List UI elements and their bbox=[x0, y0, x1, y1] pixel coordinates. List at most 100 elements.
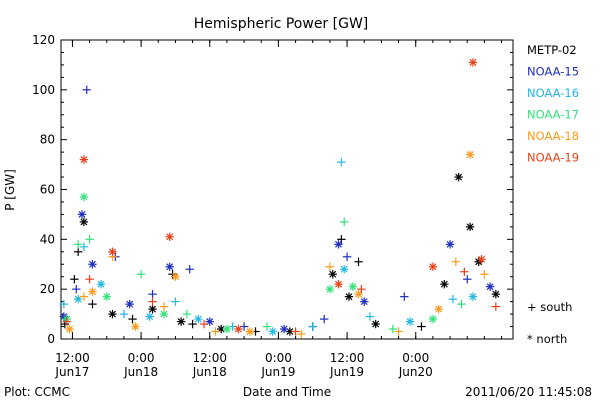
south-point bbox=[262, 322, 272, 331]
north-point bbox=[145, 312, 154, 321]
y-tick-label: 100 bbox=[32, 83, 55, 97]
y-tick-label: 80 bbox=[40, 133, 55, 147]
south-point bbox=[491, 302, 501, 311]
north-point bbox=[131, 322, 140, 331]
south-point bbox=[457, 299, 466, 309]
south-point bbox=[85, 235, 94, 244]
north-point bbox=[454, 172, 463, 182]
x-tick-label-time: 12:00 bbox=[55, 351, 90, 365]
north-point bbox=[334, 240, 343, 249]
north-point bbox=[176, 317, 186, 326]
south-point bbox=[400, 292, 409, 301]
south-point bbox=[148, 297, 157, 306]
legend-entry: METP-02 bbox=[527, 43, 577, 57]
legend-entry: NOAA-17 bbox=[527, 108, 579, 122]
north-point bbox=[465, 150, 475, 159]
south-point bbox=[388, 324, 398, 334]
north-point bbox=[108, 247, 117, 256]
legend-entry: NOAA-18 bbox=[527, 129, 579, 143]
x-tick-label-time: 0:00 bbox=[128, 351, 155, 365]
south-point bbox=[342, 252, 352, 261]
north-point bbox=[334, 279, 343, 289]
legend-entry: NOAA-16 bbox=[527, 86, 579, 100]
south-point bbox=[451, 257, 460, 266]
south-point bbox=[325, 262, 335, 271]
south-point bbox=[357, 284, 366, 294]
north-point bbox=[79, 192, 89, 202]
south-point bbox=[480, 270, 489, 279]
north-point bbox=[468, 58, 478, 67]
x-tick-label-date: Jun18 bbox=[192, 365, 227, 379]
x-tick-label-time: 12:00 bbox=[192, 351, 227, 365]
north-point bbox=[125, 299, 134, 309]
south-point bbox=[73, 240, 83, 249]
north-point bbox=[88, 260, 97, 269]
south-point bbox=[337, 157, 346, 167]
x-tick-label-time: 12:00 bbox=[330, 351, 365, 365]
south-point bbox=[417, 322, 426, 331]
north-point bbox=[96, 279, 106, 289]
south-point bbox=[136, 270, 146, 279]
north-point bbox=[165, 262, 174, 271]
south-point bbox=[199, 319, 209, 329]
north-point bbox=[65, 324, 74, 334]
y-tick-label: 40 bbox=[40, 232, 55, 246]
south-point bbox=[171, 297, 180, 306]
south-point bbox=[128, 314, 137, 324]
x-axis: 12:00Jun170:00Jun1812:00Jun180:00Jun1912… bbox=[54, 40, 503, 379]
north-point bbox=[159, 309, 169, 319]
north-point bbox=[79, 155, 89, 164]
north-point bbox=[434, 304, 443, 314]
south-point bbox=[119, 309, 129, 319]
north-point bbox=[428, 262, 438, 271]
south-point bbox=[354, 257, 363, 266]
north-point bbox=[77, 210, 87, 219]
chart-title: Hemispheric Power [GW] bbox=[194, 16, 369, 32]
y-tick-label: 0 bbox=[47, 332, 55, 346]
south-point bbox=[185, 265, 194, 274]
north-point bbox=[428, 314, 438, 324]
south-point bbox=[70, 275, 79, 284]
north-point bbox=[360, 297, 369, 306]
north-point bbox=[325, 284, 335, 294]
plot-frame bbox=[60, 39, 514, 340]
north-point bbox=[171, 272, 180, 281]
north-point bbox=[279, 324, 289, 334]
north-point bbox=[465, 222, 475, 232]
x-axis-label: Date and Time bbox=[243, 385, 331, 399]
x-tick-label-date: Jun19 bbox=[260, 365, 295, 379]
data-points bbox=[59, 58, 501, 339]
south-point bbox=[148, 289, 157, 299]
y-tick-label: 20 bbox=[40, 282, 55, 296]
x-tick-label-date: Jun20 bbox=[398, 365, 433, 379]
north-point bbox=[79, 217, 89, 227]
south-point bbox=[85, 275, 94, 284]
x-tick-label-date: Jun18 bbox=[123, 365, 158, 379]
legend: METP-02 NOAA-15 NOAA-16 NOAA-17 NOAA-18 NOAA-… bbox=[527, 43, 579, 165]
south-point bbox=[59, 299, 69, 309]
north-point bbox=[245, 327, 255, 336]
north-point bbox=[491, 289, 501, 299]
north-point bbox=[234, 324, 243, 334]
south-point bbox=[62, 317, 71, 326]
plot-credit: Plot: CCMC bbox=[4, 385, 70, 399]
north-point bbox=[268, 327, 277, 336]
north-point bbox=[477, 255, 486, 264]
legend-entry: NOAA-15 bbox=[527, 65, 579, 79]
north-marker-legend: * north bbox=[527, 332, 567, 346]
south-point bbox=[72, 284, 81, 294]
north-point bbox=[485, 282, 495, 291]
south-point bbox=[79, 292, 89, 301]
south-point bbox=[159, 302, 169, 311]
x-tick-label-date: Jun19 bbox=[329, 365, 364, 379]
north-point bbox=[468, 292, 478, 301]
north-point bbox=[88, 287, 97, 296]
north-point bbox=[405, 317, 415, 326]
x-tick-label-time: 0:00 bbox=[402, 351, 429, 365]
north-point bbox=[445, 240, 455, 249]
x-tick-label-date: Jun17 bbox=[54, 365, 89, 379]
south-point bbox=[319, 314, 329, 324]
south-point bbox=[79, 242, 89, 252]
north-point bbox=[148, 304, 157, 314]
south-point bbox=[88, 299, 97, 309]
